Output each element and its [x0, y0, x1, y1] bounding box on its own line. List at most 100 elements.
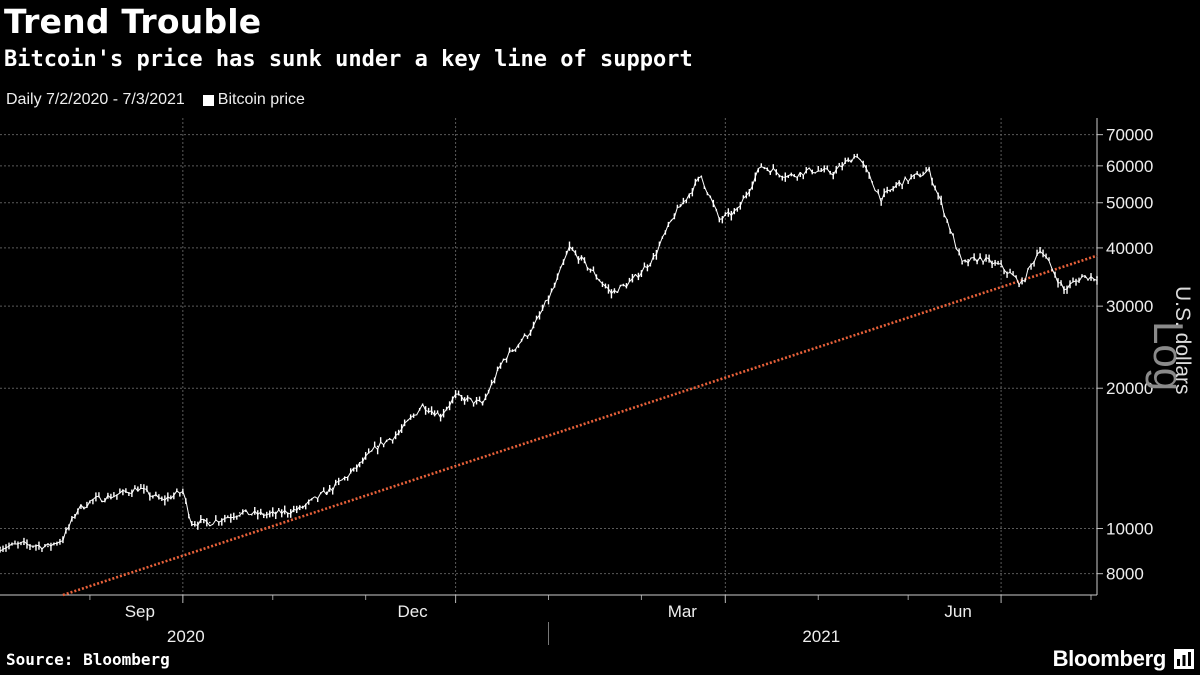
- price-segment: [155, 494, 160, 499]
- price-segment: [976, 256, 981, 263]
- price-segment: [506, 350, 511, 360]
- price-segment: [365, 452, 370, 457]
- price-segment: [38, 544, 43, 550]
- price-segment: [625, 281, 630, 288]
- price-segment: [871, 182, 876, 191]
- price-segment: [167, 496, 172, 500]
- price-segment: [92, 496, 97, 500]
- price-segment: [805, 167, 810, 171]
- x-tick-label: Dec: [397, 602, 428, 621]
- price-point: [1096, 276, 1098, 279]
- price-point: [481, 403, 484, 405]
- price-segment: [494, 369, 499, 381]
- price-point: [631, 280, 634, 282]
- price-segment: [431, 410, 436, 416]
- price-segment: [101, 500, 106, 503]
- price-segment: [296, 506, 301, 511]
- price-segment: [1009, 272, 1014, 276]
- price-segment: [527, 332, 531, 337]
- price-segment: [1000, 263, 1005, 271]
- price-segment: [449, 398, 454, 406]
- price-segment: [146, 489, 151, 497]
- price-point: [832, 171, 835, 174]
- price-segment: [1084, 275, 1089, 281]
- price-segment: [293, 508, 297, 511]
- price-segment: [658, 236, 663, 246]
- price-segment: [323, 490, 328, 496]
- price-segment: [473, 399, 477, 404]
- price-segment: [916, 173, 921, 178]
- price-segment: [844, 158, 849, 163]
- price-segment: [389, 438, 393, 441]
- price-segment: [209, 523, 214, 527]
- price-segment: [742, 195, 747, 199]
- price-segment: [137, 488, 142, 492]
- price-segment: [635, 274, 639, 279]
- price-segment: [413, 414, 417, 416]
- price-segment: [835, 165, 840, 170]
- price-segment: [143, 488, 148, 491]
- price-segment: [374, 445, 379, 450]
- price-segment: [673, 207, 678, 218]
- price-segment: [221, 517, 226, 521]
- price-segment: [919, 174, 924, 178]
- price-segment: [1027, 264, 1032, 269]
- price-point: [62, 538, 64, 540]
- price-segment: [335, 480, 339, 484]
- chart-subtitle: Bitcoin's price has sunk under a key lin…: [4, 47, 693, 72]
- price-point: [161, 499, 163, 502]
- price-segment: [161, 498, 166, 501]
- price-segment: [605, 285, 609, 290]
- price-segment: [772, 168, 777, 173]
- price-point: [898, 182, 900, 185]
- price-point: [700, 175, 703, 178]
- price-point: [421, 404, 424, 406]
- price-segment: [802, 170, 807, 176]
- legend-swatch: [202, 94, 214, 106]
- price-point: [760, 165, 763, 167]
- price-segment: [769, 168, 774, 174]
- price-point: [502, 359, 505, 361]
- price-segment: [275, 509, 280, 515]
- chart-title: Trend Trouble: [4, 2, 262, 41]
- price-segment: [1036, 250, 1041, 255]
- price-segment: [637, 272, 642, 278]
- price-segment: [164, 496, 169, 501]
- price-segment: [1048, 260, 1053, 269]
- price-point: [856, 153, 859, 156]
- price-segment: [182, 491, 187, 501]
- price-segment: [623, 284, 627, 288]
- price-segment: [1042, 253, 1047, 258]
- price-segment: [386, 438, 390, 441]
- price-segment: [545, 299, 549, 302]
- price-segment: [26, 543, 31, 547]
- price-segment: [0, 548, 4, 552]
- price-segment: [647, 264, 651, 268]
- price-segment: [464, 397, 468, 402]
- price-segment: [290, 509, 295, 515]
- price-segment: [925, 167, 930, 173]
- price-segment: [739, 198, 744, 206]
- price-segment: [314, 496, 318, 499]
- price-segment: [596, 277, 600, 282]
- price-segment: [245, 509, 250, 516]
- price-segment: [581, 256, 585, 261]
- price-segment: [1030, 261, 1035, 266]
- price-segment: [865, 168, 870, 175]
- price-segment: [437, 412, 442, 418]
- price-segment: [937, 194, 942, 201]
- price-segment: [1018, 280, 1023, 286]
- price-point: [454, 395, 457, 398]
- price-segment: [727, 211, 732, 217]
- price-segment: [2, 547, 7, 550]
- price-segment: [530, 325, 534, 334]
- price-point: [1000, 265, 1002, 268]
- price-segment: [320, 490, 325, 494]
- price-segment: [71, 516, 76, 519]
- price-point: [331, 487, 334, 490]
- price-segment: [56, 541, 61, 544]
- price-segment: [712, 203, 717, 211]
- price-segment: [563, 254, 567, 263]
- price-segment: [788, 173, 792, 177]
- price-segment: [218, 520, 223, 523]
